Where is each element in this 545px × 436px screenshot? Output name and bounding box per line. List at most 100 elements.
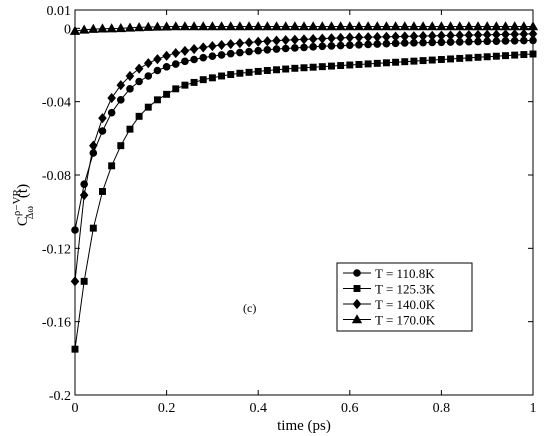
- data-point: [208, 52, 217, 61]
- data-point: [227, 71, 235, 79]
- data-point: [308, 21, 319, 31]
- y-label-sup: ρ−VR: [11, 188, 23, 216]
- data-point: [419, 57, 427, 65]
- data-point: [427, 21, 438, 31]
- data-point: [372, 31, 382, 43]
- data-point: [355, 60, 363, 68]
- data-point: [346, 61, 354, 69]
- data-point: [363, 32, 373, 43]
- x-tick-label: 0: [72, 401, 79, 416]
- data-point: [345, 32, 355, 43]
- data-point: [400, 31, 410, 42]
- series-triangle: [69, 21, 539, 35]
- data-point: [117, 96, 125, 104]
- data-point: [198, 42, 208, 53]
- data-point: [408, 21, 420, 31]
- data-point: [162, 63, 171, 71]
- data-point: [181, 57, 189, 66]
- data-point: [528, 28, 538, 39]
- y-label-main: C: [15, 216, 31, 226]
- data-point: [491, 21, 502, 31]
- data-point: [337, 62, 345, 70]
- data-point: [80, 277, 88, 285]
- x-tick-label: 1: [530, 401, 537, 416]
- data-point: [144, 103, 152, 111]
- data-point: [502, 52, 509, 60]
- data-point: [236, 48, 244, 57]
- data-point: [199, 76, 207, 84]
- data-point: [254, 67, 262, 75]
- data-point: [464, 30, 474, 41]
- y-tick-label: -0.12: [42, 242, 71, 257]
- y-label-sub: Δω: [25, 206, 36, 219]
- data-point: [390, 21, 401, 31]
- data-point: [263, 67, 271, 74]
- y-tick-label: 0.01: [47, 4, 72, 19]
- data-point: [218, 72, 226, 80]
- data-point: [318, 42, 327, 51]
- data-point: [472, 21, 484, 31]
- data-point: [456, 54, 464, 62]
- data-point: [298, 21, 310, 31]
- data-point: [263, 45, 272, 54]
- data-point: [510, 29, 519, 40]
- data-point: [281, 35, 290, 46]
- data-point: [88, 23, 99, 33]
- data-point: [216, 21, 227, 31]
- data-point: [281, 44, 290, 53]
- data-point: [520, 51, 528, 59]
- data-point: [71, 226, 79, 234]
- data-point: [107, 92, 116, 104]
- data-point: [318, 33, 327, 44]
- data-point: [509, 21, 520, 31]
- data-point: [244, 37, 254, 48]
- data-point: [455, 30, 465, 41]
- data-point: [473, 29, 483, 40]
- data-point: [170, 21, 181, 31]
- data-point: [171, 60, 180, 68]
- data-point: [364, 60, 372, 68]
- legend-marker-diamond: [352, 298, 362, 310]
- data-point: [372, 21, 383, 31]
- data-point: [373, 59, 381, 67]
- series-square: [71, 50, 537, 353]
- data-point: [327, 42, 336, 50]
- legend-label: T = 170.0K: [375, 313, 436, 328]
- data-point: [336, 41, 345, 50]
- legend-label: T = 110.8K: [375, 266, 435, 281]
- data-point: [353, 21, 365, 31]
- x-tick-label: 0.8: [433, 401, 451, 416]
- data-point: [225, 21, 236, 31]
- data-point: [143, 58, 153, 69]
- data-point: [309, 63, 317, 71]
- data-point: [217, 39, 226, 51]
- data-point: [217, 51, 226, 59]
- data-point: [437, 56, 445, 63]
- data-point: [427, 30, 437, 41]
- data-point: [309, 43, 317, 51]
- data-point: [69, 25, 81, 35]
- data-point: [180, 45, 190, 56]
- data-point: [272, 45, 281, 53]
- data-point: [290, 34, 300, 45]
- data-point: [518, 21, 529, 31]
- data-point: [134, 63, 144, 74]
- data-point: [153, 54, 162, 65]
- data-point: [492, 29, 501, 40]
- data-point: [401, 58, 409, 66]
- y-axis-label: Cρ−VR Δω (t): [11, 184, 36, 226]
- data-point: [446, 30, 455, 41]
- y-tick-label: -0.16: [42, 316, 71, 331]
- data-point: [335, 21, 346, 31]
- data-point: [106, 23, 117, 33]
- data-point: [282, 65, 290, 73]
- data-point: [271, 21, 282, 31]
- data-point: [152, 21, 163, 31]
- data-point: [162, 50, 171, 61]
- data-point: [501, 29, 510, 40]
- data-point: [445, 21, 456, 31]
- data-point: [79, 24, 90, 34]
- data-point: [89, 140, 98, 151]
- data-point: [153, 96, 161, 104]
